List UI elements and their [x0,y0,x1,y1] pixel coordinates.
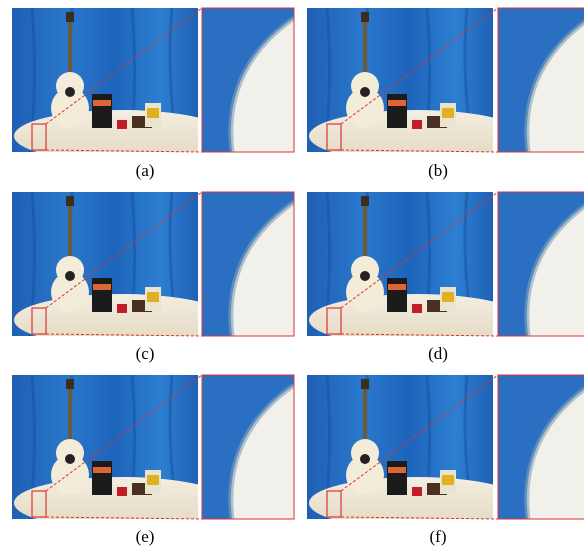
panel-caption: (f) [430,527,447,546]
panel-caption: (c) [136,344,155,363]
scene-image [307,192,525,346]
zoom-image [202,192,294,336]
scene-image [12,192,230,346]
panel-caption: (d) [428,344,448,363]
scene-image [307,375,525,529]
zoom-image [202,375,294,519]
scene-image [12,8,230,162]
zoom-image [498,8,584,152]
zoom-image [498,192,584,336]
scene-image [307,8,525,162]
panel-caption: (e) [136,527,155,546]
scene-image [12,375,230,529]
panel-caption: (a) [136,161,155,180]
figure: (a) (b) (c) (d) (e) (f) [0,0,584,553]
zoom-image [498,375,584,519]
panel-caption: (b) [428,161,448,180]
zoom-image [202,8,294,152]
